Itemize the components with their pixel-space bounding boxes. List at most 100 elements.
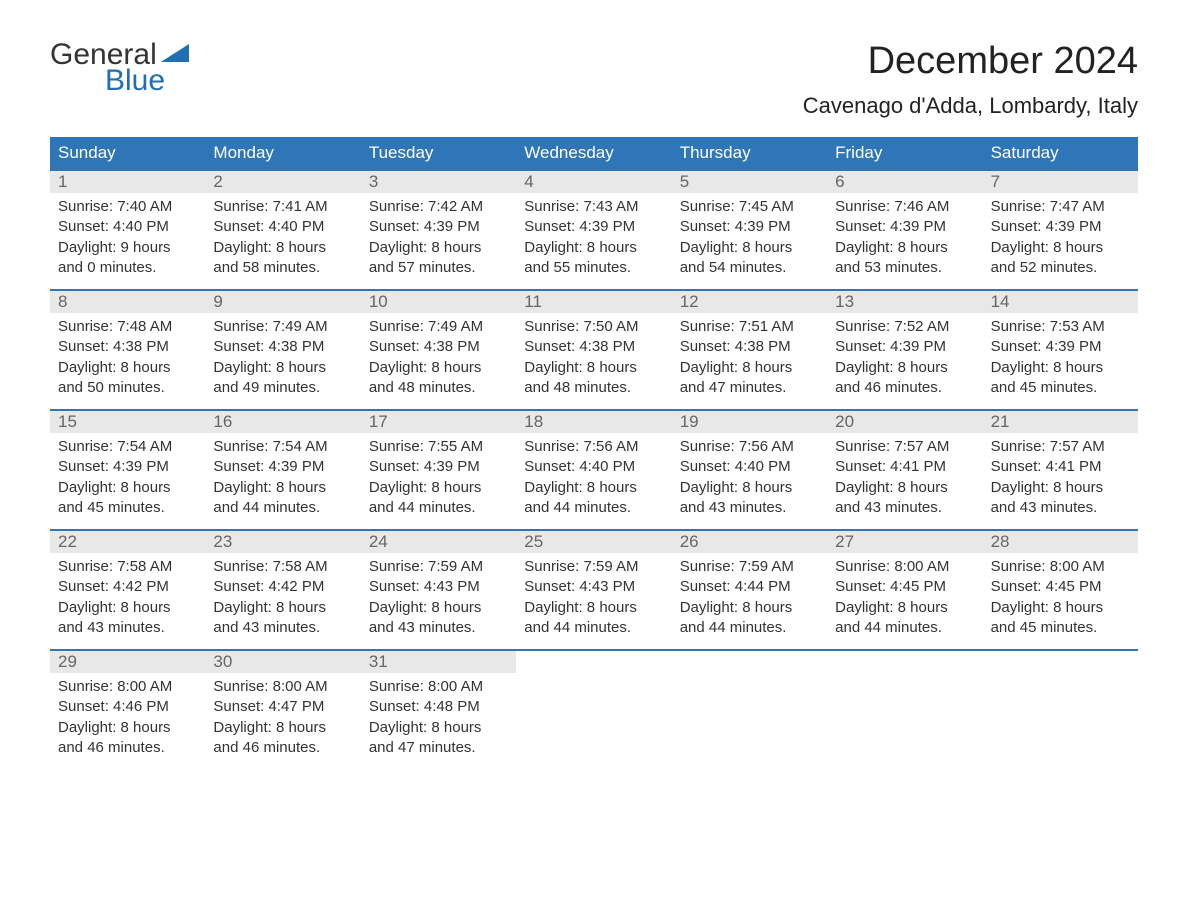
day-sunrise: Sunrise: 8:00 AM	[58, 677, 197, 697]
day-sunset: Sunset: 4:38 PM	[369, 337, 508, 357]
day-cell: 29Sunrise: 8:00 AMSunset: 4:46 PMDayligh…	[50, 651, 205, 769]
day-cell: 21Sunrise: 7:57 AMSunset: 4:41 PMDayligh…	[983, 411, 1138, 529]
day-header-monday: Monday	[205, 137, 360, 169]
day-day2: and 45 minutes.	[58, 498, 197, 518]
day-sunset: Sunset: 4:39 PM	[213, 457, 352, 477]
day-header-sunday: Sunday	[50, 137, 205, 169]
day-number: 1	[50, 171, 205, 193]
day-sunrise: Sunrise: 7:58 AM	[58, 557, 197, 577]
day-number: 15	[50, 411, 205, 433]
day-header-thursday: Thursday	[672, 137, 827, 169]
day-sunset: Sunset: 4:43 PM	[369, 577, 508, 597]
day-day1: Daylight: 8 hours	[524, 478, 663, 498]
day-cell: 22Sunrise: 7:58 AMSunset: 4:42 PMDayligh…	[50, 531, 205, 649]
day-sunset: Sunset: 4:39 PM	[991, 217, 1130, 237]
day-body: Sunrise: 7:42 AMSunset: 4:39 PMDaylight:…	[361, 193, 516, 288]
day-day2: and 46 minutes.	[835, 378, 974, 398]
day-day1: Daylight: 8 hours	[58, 478, 197, 498]
day-sunset: Sunset: 4:39 PM	[991, 337, 1130, 357]
day-cell: 9Sunrise: 7:49 AMSunset: 4:38 PMDaylight…	[205, 291, 360, 409]
day-day1: Daylight: 9 hours	[58, 238, 197, 258]
day-day2: and 53 minutes.	[835, 258, 974, 278]
day-cell: 7 Sunrise: 7:47 AMSunset: 4:39 PMDaylight…	[983, 171, 1138, 289]
day-sunrise: Sunrise: 7:56 AM	[680, 437, 819, 457]
day-day2: and 44 minutes.	[369, 498, 508, 518]
day-day2: and 0 minutes.	[58, 258, 197, 278]
logo-triangle-icon	[161, 44, 189, 66]
day-day1: Daylight: 8 hours	[524, 358, 663, 378]
day-body: Sunrise: 7:59 AMSunset: 4:43 PMDaylight:…	[361, 553, 516, 648]
day-day2: and 49 minutes.	[213, 378, 352, 398]
day-day2: and 47 minutes.	[369, 738, 508, 758]
day-cell: 13Sunrise: 7:52 AMSunset: 4:39 PMDayligh…	[827, 291, 982, 409]
day-body: Sunrise: 7:54 AMSunset: 4:39 PMDaylight:…	[50, 433, 205, 528]
day-body: Sunrise: 7:56 AMSunset: 4:40 PMDaylight:…	[516, 433, 671, 528]
day-day1: Daylight: 8 hours	[524, 238, 663, 258]
day-day1: Daylight: 8 hours	[835, 598, 974, 618]
day-cell: 19Sunrise: 7:56 AMSunset: 4:40 PMDayligh…	[672, 411, 827, 529]
day-day1: Daylight: 8 hours	[835, 358, 974, 378]
day-sunset: Sunset: 4:44 PM	[680, 577, 819, 597]
location-text: Cavenago d'Adda, Lombardy, Italy	[803, 93, 1138, 119]
day-cell: 27Sunrise: 8:00 AMSunset: 4:45 PMDayligh…	[827, 531, 982, 649]
day-day1: Daylight: 8 hours	[835, 478, 974, 498]
day-body: Sunrise: 7:43 AMSunset: 4:39 PMDaylight:…	[516, 193, 671, 288]
day-sunrise: Sunrise: 8:00 AM	[369, 677, 508, 697]
title-block: December 2024 Cavenago d'Adda, Lombardy,…	[803, 40, 1138, 131]
day-sunset: Sunset: 4:38 PM	[58, 337, 197, 357]
day-number: 3	[361, 171, 516, 193]
day-day1: Daylight: 8 hours	[369, 238, 508, 258]
day-day1: Daylight: 8 hours	[991, 358, 1130, 378]
day-sunrise: Sunrise: 7:52 AM	[835, 317, 974, 337]
day-number: 17	[361, 411, 516, 433]
day-sunrise: Sunrise: 7:51 AM	[680, 317, 819, 337]
day-sunset: Sunset: 4:39 PM	[524, 217, 663, 237]
day-cell: 20Sunrise: 7:57 AMSunset: 4:41 PMDayligh…	[827, 411, 982, 529]
day-body: Sunrise: 7:46 AMSunset: 4:39 PMDaylight:…	[827, 193, 982, 288]
day-number: 5	[672, 171, 827, 193]
day-body: Sunrise: 7:49 AMSunset: 4:38 PMDaylight:…	[361, 313, 516, 408]
day-day1: Daylight: 8 hours	[991, 238, 1130, 258]
day-day2: and 57 minutes.	[369, 258, 508, 278]
day-sunrise: Sunrise: 7:45 AM	[680, 197, 819, 217]
day-sunrise: Sunrise: 7:43 AM	[524, 197, 663, 217]
day-sunrise: Sunrise: 7:42 AM	[369, 197, 508, 217]
day-sunrise: Sunrise: 7:49 AM	[369, 317, 508, 337]
day-sunset: Sunset: 4:42 PM	[58, 577, 197, 597]
day-sunset: Sunset: 4:41 PM	[835, 457, 974, 477]
day-sunrise: Sunrise: 7:47 AM	[991, 197, 1130, 217]
logo-text-blue: Blue	[105, 66, 165, 96]
day-day2: and 44 minutes.	[524, 498, 663, 518]
day-day2: and 46 minutes.	[213, 738, 352, 758]
day-day2: and 44 minutes.	[524, 618, 663, 638]
day-number: 27	[827, 531, 982, 553]
day-day2: and 48 minutes.	[369, 378, 508, 398]
day-cell: 16Sunrise: 7:54 AMSunset: 4:39 PMDayligh…	[205, 411, 360, 529]
day-sunset: Sunset: 4:40 PM	[524, 457, 663, 477]
week-row: 1Sunrise: 7:40 AMSunset: 4:40 PMDaylight…	[50, 169, 1138, 289]
day-body: Sunrise: 7:54 AMSunset: 4:39 PMDaylight:…	[205, 433, 360, 528]
day-sunrise: Sunrise: 7:56 AM	[524, 437, 663, 457]
day-day2: and 47 minutes.	[680, 378, 819, 398]
day-sunset: Sunset: 4:38 PM	[680, 337, 819, 357]
day-cell	[672, 651, 827, 769]
day-body: Sunrise: 7:41 AMSunset: 4:40 PMDaylight:…	[205, 193, 360, 288]
day-sunrise: Sunrise: 7:54 AM	[213, 437, 352, 457]
day-cell: 25Sunrise: 7:59 AMSunset: 4:43 PMDayligh…	[516, 531, 671, 649]
day-number: 7	[983, 171, 1138, 193]
day-day2: and 58 minutes.	[213, 258, 352, 278]
day-day2: and 43 minutes.	[680, 498, 819, 518]
day-body: Sunrise: 8:00 AMSunset: 4:48 PMDaylight:…	[361, 673, 516, 768]
day-sunset: Sunset: 4:39 PM	[369, 217, 508, 237]
day-body: Sunrise: 7:58 AMSunset: 4:42 PMDaylight:…	[50, 553, 205, 648]
day-body: Sunrise: 8:00 AMSunset: 4:45 PMDaylight:…	[983, 553, 1138, 648]
week-row: 22Sunrise: 7:58 AMSunset: 4:42 PMDayligh…	[50, 529, 1138, 649]
day-day2: and 48 minutes.	[524, 378, 663, 398]
day-sunrise: Sunrise: 7:59 AM	[369, 557, 508, 577]
day-cell: 14Sunrise: 7:53 AMSunset: 4:39 PMDayligh…	[983, 291, 1138, 409]
day-sunset: Sunset: 4:39 PM	[369, 457, 508, 477]
day-sunset: Sunset: 4:38 PM	[213, 337, 352, 357]
day-day1: Daylight: 8 hours	[213, 478, 352, 498]
day-day1: Daylight: 8 hours	[369, 358, 508, 378]
day-cell: 6Sunrise: 7:46 AMSunset: 4:39 PMDaylight…	[827, 171, 982, 289]
